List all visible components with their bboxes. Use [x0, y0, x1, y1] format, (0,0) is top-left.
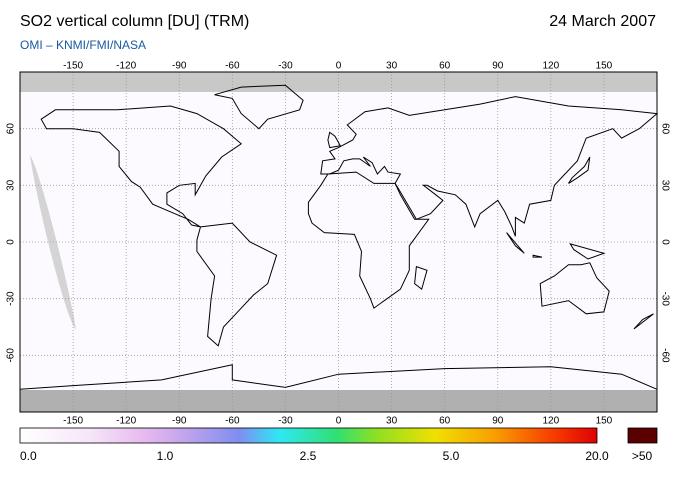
coastlines	[19, 84, 659, 390]
lon-label-bottom: -30	[278, 416, 293, 427]
coastline	[320, 96, 659, 237]
colorbar-label: 0.0	[20, 449, 37, 463]
colorbar-label: 2.5	[300, 449, 317, 463]
title: SO2 vertical column [DU] (TRM)	[20, 13, 249, 30]
colorbar	[19, 427, 598, 444]
lat-label-right: 60	[659, 123, 670, 135]
coastline	[214, 84, 304, 130]
lon-label-top: 150	[596, 61, 613, 72]
lon-label-bottom: 0	[336, 416, 342, 427]
lat-label-left: -30	[6, 291, 17, 306]
colorbar-label: >50	[632, 449, 653, 463]
colorbar-label: 1.0	[157, 449, 174, 463]
coastline	[506, 232, 525, 254]
coastline	[19, 364, 658, 390]
lat-label-right: -30	[659, 291, 670, 306]
colorbar-label: 5.0	[443, 449, 460, 463]
coastline	[539, 262, 610, 315]
coastline	[40, 105, 243, 228]
no-data-swath	[30, 155, 76, 330]
lon-label-top: 120	[542, 61, 559, 72]
lon-label-bottom: 30	[386, 416, 398, 427]
lon-label-bottom: 150	[596, 416, 613, 427]
lon-label-top: -150	[63, 61, 83, 72]
coastline	[327, 131, 342, 149]
lon-label-top: 0	[336, 61, 342, 72]
lon-label-top: 60	[439, 61, 451, 72]
colorbar-labels: 0.0 1.0 2.5 5.0 20.0 >50	[20, 449, 653, 463]
coastline	[414, 265, 428, 291]
lon-label-bottom: 60	[439, 416, 451, 427]
lon-label-bottom: 90	[492, 416, 504, 427]
colorbar-overflow	[627, 427, 658, 444]
lon-label-bottom: -90	[172, 416, 187, 427]
coastline	[196, 222, 278, 347]
source: OMI – KNMI/FMI/NASA	[20, 38, 146, 52]
coastline	[569, 243, 606, 260]
lon-label-bottom: -60	[225, 416, 240, 427]
lat-label-right: 30	[659, 180, 670, 192]
coastline	[633, 313, 654, 330]
lon-label-top: -120	[116, 61, 136, 72]
lat-label-left: 60	[6, 123, 17, 135]
lon-label-top: -30	[278, 61, 293, 72]
lon-label-top: 30	[386, 61, 398, 72]
lon-label-bottom: -120	[116, 416, 136, 427]
coastline	[532, 254, 543, 258]
lat-label-left: -60	[6, 348, 17, 363]
lon-label-top: 90	[492, 61, 504, 72]
lat-label-right: -60	[659, 348, 670, 363]
lon-label-bottom: 120	[542, 416, 559, 427]
lon-label-top: -60	[225, 61, 240, 72]
lat-label-left: 0	[6, 239, 17, 245]
graticule	[20, 72, 657, 412]
map-frame	[19, 71, 658, 413]
coastline	[307, 171, 430, 309]
lon-label-top: -90	[172, 61, 187, 72]
no-data-south	[20, 390, 657, 412]
lat-label-right: 0	[659, 239, 670, 245]
lat-label-left: 30	[6, 179, 17, 191]
lon-label-bottom: -150	[63, 416, 83, 427]
date: 24 March 2007	[549, 13, 656, 30]
coastline	[568, 156, 591, 184]
colorbar-label: 20.0	[585, 449, 609, 463]
